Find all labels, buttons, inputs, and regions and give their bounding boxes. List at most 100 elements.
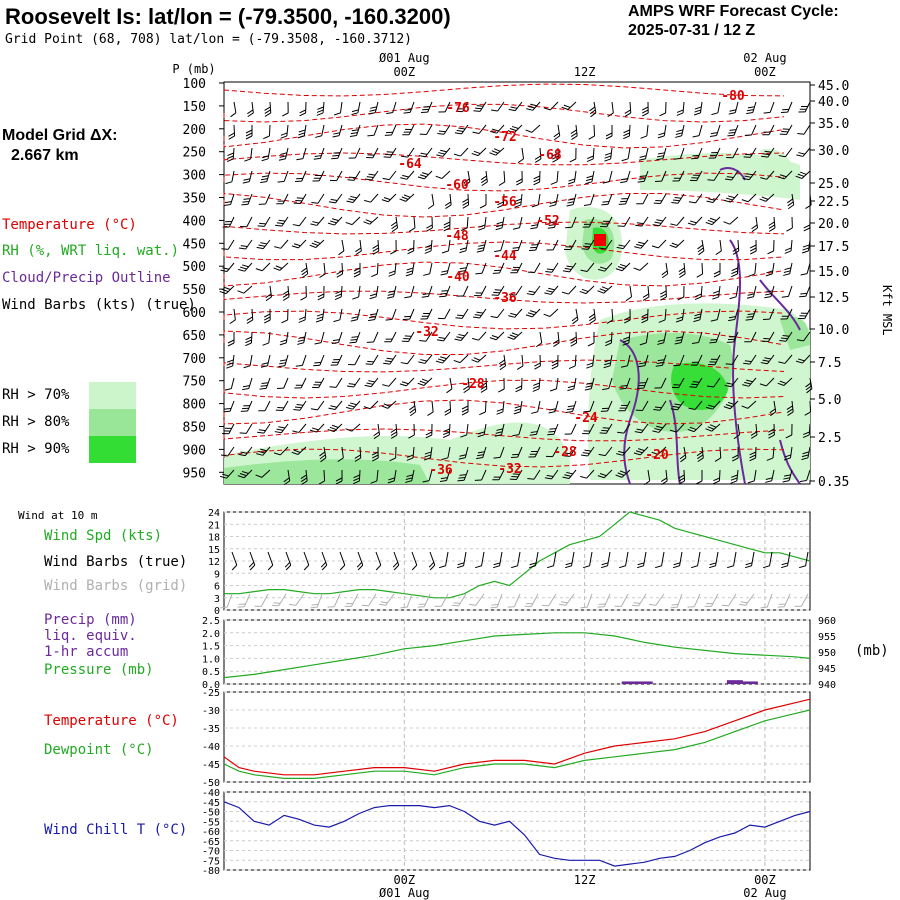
wind-barb-183 xyxy=(547,216,559,229)
wind-barb-302 xyxy=(315,308,325,323)
wind-barb-364 xyxy=(243,354,253,369)
wind-barb-431 xyxy=(258,400,271,412)
wind-barb-296 xyxy=(799,285,811,298)
wind-barb-510 xyxy=(493,446,505,459)
legend-precip-1: Precip (mm) xyxy=(44,612,137,628)
precip-bar-1 xyxy=(636,681,653,684)
wind-barb-283 xyxy=(561,285,577,295)
wind-barb-52 xyxy=(570,124,578,140)
wind-barb-532 xyxy=(300,469,308,485)
wind-barb-234 xyxy=(273,262,289,271)
wind-barb-165 xyxy=(222,216,235,228)
wind-barb-204 xyxy=(338,239,345,256)
wind-barb-538 xyxy=(405,469,415,483)
wind-barb-20 xyxy=(589,101,597,118)
temperature-contour-5 xyxy=(223,192,785,218)
wind-barb-399 xyxy=(276,377,289,390)
wind-barb-214 xyxy=(511,239,523,252)
wind-barb-true-9 xyxy=(392,551,400,571)
wind-barb-140 xyxy=(364,193,379,203)
wind-barb-542 xyxy=(474,469,487,481)
wind-barb-349 xyxy=(570,331,578,347)
wind-barb-291 xyxy=(712,285,721,300)
wind-barb-71 xyxy=(313,147,325,160)
top-time-label-0: 00Z xyxy=(393,65,415,79)
height-axis-title: Kft MSL xyxy=(880,285,894,336)
wind-barb-273 xyxy=(386,285,397,299)
wind-barb-318 xyxy=(606,308,614,324)
wind-barb-13 xyxy=(455,101,469,113)
wind-barb-125 xyxy=(689,170,703,182)
temperature-label-2: -68 xyxy=(538,148,562,163)
wind-barb-467 xyxy=(309,423,325,433)
wind-barb-grid-14 xyxy=(469,593,485,606)
wind-barb-267 xyxy=(282,285,290,301)
legend-temperature: Temperature (°C) xyxy=(2,217,137,233)
wind-barb-335 xyxy=(314,331,325,345)
wind-barb-33 xyxy=(228,124,236,140)
wind-barb-11 xyxy=(420,101,433,114)
temp-panel-ytick-5: -50 xyxy=(202,778,220,789)
wind-barb-184 xyxy=(565,216,577,229)
wind-barb-179 xyxy=(478,216,487,231)
wind-barb-353 xyxy=(639,331,649,346)
pressure-tick-17: 950 xyxy=(183,466,206,481)
wind-barb-230 xyxy=(801,239,811,254)
wind-barb-553 xyxy=(678,469,686,485)
wind-barb-207 xyxy=(390,239,397,255)
wind-barb-390 xyxy=(708,354,721,366)
wind-barb-490 xyxy=(733,423,741,440)
chill-panel-ytick-1: -45 xyxy=(202,798,220,809)
wind-barb-319 xyxy=(623,308,631,324)
wind-barb-472 xyxy=(408,423,415,439)
wind-barb-333 xyxy=(279,331,289,346)
wind-barb-469 xyxy=(345,423,361,432)
wind-barb-383 xyxy=(586,354,595,369)
pressure-tick-2: 200 xyxy=(183,123,206,138)
pressure-line xyxy=(223,632,811,679)
wind-barb-34 xyxy=(245,125,253,140)
wind-barb-true-7 xyxy=(356,551,364,571)
wind-barb-503 xyxy=(371,446,379,462)
wind-barb-415 xyxy=(567,377,577,392)
legend-rh80: RH > 80% xyxy=(2,414,70,430)
temperature-contour-13 xyxy=(223,379,785,399)
wind-barb-188 xyxy=(635,216,649,227)
wind-barb-452 xyxy=(635,400,649,412)
wind-barb-552 xyxy=(660,469,668,485)
wind-barb-126 xyxy=(707,170,721,181)
wind-barb-225 xyxy=(715,239,722,256)
wind-barb-400 xyxy=(294,377,307,389)
wind-barb-448 xyxy=(565,400,577,413)
wind-barb-513 xyxy=(545,446,559,458)
wind-barb-260 xyxy=(748,262,757,277)
wind-barb-grid-25 xyxy=(670,593,683,609)
pressure-panel-ytick-0: 2.5 xyxy=(202,616,220,627)
wind-barb-362 xyxy=(796,331,811,342)
wind-barb-416 xyxy=(584,377,595,391)
wind-10m-label: Wind at 10 m xyxy=(18,509,98,522)
wind-barb-166 xyxy=(240,216,253,228)
model-grid-value: 2.667 km xyxy=(11,147,79,164)
pressure-tick-13: 750 xyxy=(183,375,206,390)
wind-barb-132 xyxy=(223,193,235,206)
wind-barb-61 xyxy=(727,124,739,137)
temperature-label-18: -80 xyxy=(721,89,745,104)
wind-barb-447 xyxy=(548,400,559,414)
wind-barb-389 xyxy=(690,354,703,366)
wind-barb-208 xyxy=(407,239,415,255)
wind-barb-182 xyxy=(530,216,541,230)
wind-barb-99 xyxy=(225,170,235,185)
wind-barb-516 xyxy=(598,446,613,457)
height-tick-11: 7.5 xyxy=(818,356,841,371)
wind-barb-281 xyxy=(526,285,541,296)
wind-barb-425 xyxy=(742,377,757,387)
wind-barb-330 xyxy=(227,332,235,347)
wind-barb-106 xyxy=(347,170,361,181)
wind-barb-321 xyxy=(658,308,667,323)
rh-shading-area-6 xyxy=(671,362,728,410)
wind-barb-384 xyxy=(603,354,613,369)
wind-barb-266 xyxy=(265,285,273,302)
wind-barb-429 xyxy=(223,400,235,413)
wind-barb-186 xyxy=(600,216,613,228)
